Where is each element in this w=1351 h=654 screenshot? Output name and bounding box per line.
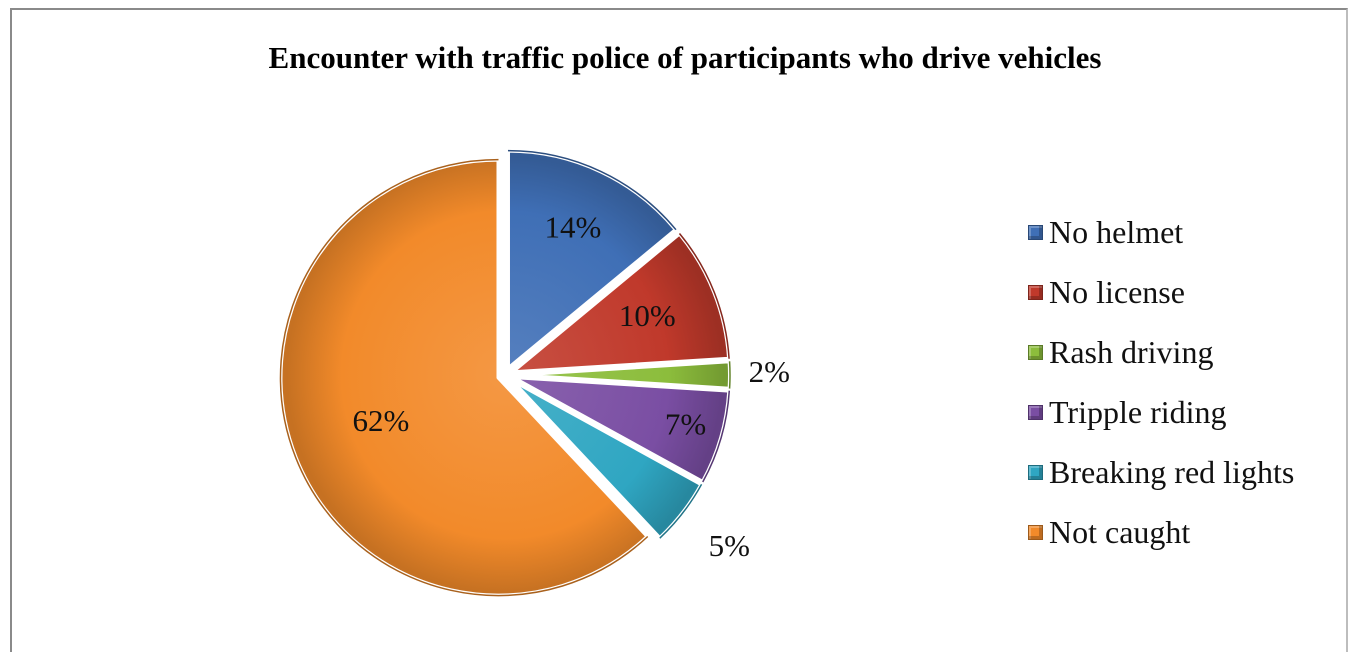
legend-item-no-helmet: No helmet <box>1028 202 1294 262</box>
legend-swatch-rash-driving <box>1028 344 1043 360</box>
pie-slice-rim-no-helmet <box>507 149 677 231</box>
data-label-breaking-red-lights: 5% <box>709 528 750 563</box>
legend-item-not-caught: Not caught <box>1028 502 1294 562</box>
data-label-rash-driving: 2% <box>749 354 790 389</box>
legend-item-rash-driving: Rash driving <box>1028 322 1294 382</box>
chart-title: Encounter with traffic police of partici… <box>268 40 1102 75</box>
legend-swatch-not-caught <box>1028 524 1043 540</box>
legend-label-breaking-red-lights: Breaking red lights <box>1049 453 1295 490</box>
data-label-not-caught: 62% <box>353 403 410 438</box>
legend: No helmet No license Rash driving Tripple r… <box>1028 202 1294 562</box>
legend-label-rash-driving: Rash driving <box>1049 333 1214 370</box>
legend-item-tripple-riding: Tripple riding <box>1028 382 1294 442</box>
legend-label-no-license: No license <box>1049 273 1185 310</box>
pie-slice-rim-breaking-red-lights <box>659 483 703 539</box>
legend-label-not-caught: Not caught <box>1049 513 1191 550</box>
data-label-no-helmet: 14% <box>545 210 602 245</box>
pie-slice-rim-tripple-riding <box>702 390 731 483</box>
legend-item-breaking-red-lights: Breaking red lights <box>1028 442 1294 502</box>
pie-slice-rim-not-caught <box>279 158 649 597</box>
legend-swatch-tripple-riding <box>1028 404 1043 420</box>
legend-label-tripple-riding: Tripple riding <box>1049 393 1227 430</box>
legend-swatch-no-license <box>1028 284 1043 300</box>
legend-swatch-no-helmet <box>1028 224 1043 240</box>
data-label-tripple-riding: 7% <box>665 407 706 442</box>
legend-swatch-breaking-red-lights <box>1028 464 1043 480</box>
legend-item-no-license: No license <box>1028 262 1294 322</box>
data-label-no-license: 10% <box>619 298 676 333</box>
legend-label-no-helmet: No helmet <box>1049 213 1184 250</box>
pie-slice-rim-no-license <box>678 232 730 359</box>
